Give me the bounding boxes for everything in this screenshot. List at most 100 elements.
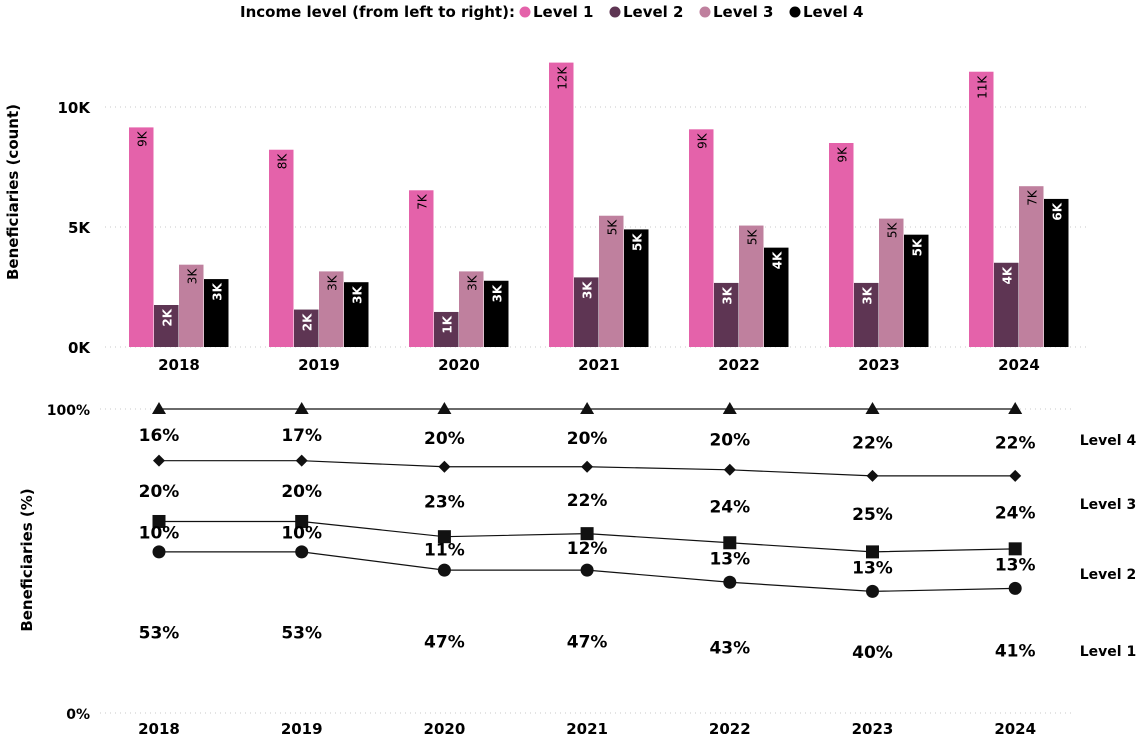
bar-data-label: 9K xyxy=(696,132,710,149)
marker-level-2-square xyxy=(580,527,594,541)
marker-level-2-square xyxy=(152,514,166,528)
bar-level-2 xyxy=(574,277,599,347)
bar-data-label: 3K xyxy=(351,286,365,304)
bar-level-2 xyxy=(714,282,739,347)
data-label-level-2: 13% xyxy=(709,550,750,570)
bar-data-label: 2K xyxy=(161,308,175,326)
marker-level-3-diamond xyxy=(866,469,879,482)
legend-label-level-1: Level 1 xyxy=(533,3,593,21)
bar-level-3 xyxy=(599,215,624,347)
series-label: Level 2 xyxy=(1080,567,1136,583)
series-label: Level 3 xyxy=(1080,497,1136,513)
data-label-level-1: 47% xyxy=(567,633,608,653)
data-label-level-3: 24% xyxy=(995,503,1036,523)
bar-data-label: 5K xyxy=(606,219,620,236)
legend-marker-level-2 xyxy=(609,6,621,18)
data-label-level-1: 53% xyxy=(139,623,180,643)
legend-label-level-3: Level 3 xyxy=(713,3,773,21)
bar-level-4 xyxy=(624,229,649,347)
line-chart: 0% 100% Beneficiaries (%) 2018 2019 2020 2021 2… xyxy=(18,402,1137,738)
marker-level-2-square xyxy=(1008,542,1022,556)
bar-level-2 xyxy=(294,309,319,347)
x-tick-label: 2020 xyxy=(438,356,480,374)
y-tick-label: 100% xyxy=(47,403,90,419)
bar-data-label: 1K xyxy=(441,315,455,333)
x-tick-label: 2021 xyxy=(578,356,620,374)
bar-level-1 xyxy=(269,149,294,347)
legend-label-level-2: Level 2 xyxy=(623,3,683,21)
data-label-level-4: 22% xyxy=(852,433,893,453)
marker-level-1-circle xyxy=(866,584,879,598)
y-tick-label: 5K xyxy=(68,219,91,237)
marker-level-4-triangle xyxy=(437,402,452,414)
bar-level-4 xyxy=(764,247,789,347)
bar-chart: 0K 5K 10K Beneficiaries (count) 2018 9K 2K 3K 3K… xyxy=(4,62,1090,374)
y-axis-title: Beneficiaries (%) xyxy=(18,488,36,631)
bar-data-label: 3K xyxy=(721,286,735,304)
marker-level-2-square xyxy=(295,514,309,528)
bar-level-1 xyxy=(409,190,434,347)
bar-level-3 xyxy=(459,271,484,347)
bar-data-label: 8K xyxy=(276,153,290,170)
marker-level-3-diamond xyxy=(581,460,594,473)
marker-level-1-circle xyxy=(580,563,594,577)
data-label-level-4: 20% xyxy=(567,429,608,449)
series-label: Level 4 xyxy=(1080,433,1137,449)
y-tick-label: 10K xyxy=(58,99,92,117)
legend-marker-level-3 xyxy=(699,6,711,18)
marker-level-3-diamond xyxy=(1009,469,1022,482)
legend: Income level (from left to right): Level… xyxy=(240,3,863,21)
marker-level-4-triangle xyxy=(580,402,595,414)
bar-data-label: 3K xyxy=(491,284,505,302)
marker-level-1-circle xyxy=(295,545,309,559)
bar-data-label: 3K xyxy=(186,268,200,285)
data-label-level-3: 20% xyxy=(139,482,180,502)
marker-level-3-diamond xyxy=(723,463,736,476)
data-label-level-3: 20% xyxy=(281,482,322,502)
bar-level-4 xyxy=(1044,198,1069,347)
legend-label-level-4: Level 4 xyxy=(803,3,863,21)
bar-data-label: 12K xyxy=(556,65,570,89)
data-label-level-2: 13% xyxy=(852,559,893,579)
data-label-level-1: 40% xyxy=(852,643,893,663)
data-label-level-1: 41% xyxy=(995,642,1036,662)
bar-data-label: 4K xyxy=(1001,266,1015,284)
bar-level-4 xyxy=(344,282,369,347)
bar-level-1 xyxy=(689,129,714,347)
data-label-level-2: 10% xyxy=(281,524,322,544)
marker-level-4-triangle xyxy=(152,402,166,414)
series-label: Level 1 xyxy=(1080,644,1136,660)
data-label-level-4: 16% xyxy=(139,426,180,446)
marker-level-2-square xyxy=(866,545,879,559)
bar-data-label: 6K xyxy=(1051,202,1065,220)
data-label-level-4: 22% xyxy=(995,433,1036,453)
data-label-level-3: 23% xyxy=(424,493,465,513)
bar-data-label: 5K xyxy=(911,238,925,256)
bar-level-4 xyxy=(204,279,229,347)
data-label-level-4: 17% xyxy=(281,426,322,446)
marker-level-4-triangle xyxy=(294,402,309,414)
y-axis-title: Beneficiaries (count) xyxy=(4,104,22,280)
marker-level-2-square xyxy=(723,536,737,550)
marker-level-1-circle xyxy=(1008,581,1022,595)
bar-level-2 xyxy=(154,305,179,347)
x-tick-label: 2022 xyxy=(718,356,760,374)
data-label-level-2: 12% xyxy=(567,539,608,559)
x-tick-label: 2019 xyxy=(281,720,323,737)
data-label-level-4: 20% xyxy=(424,429,465,449)
x-tick-label: 2019 xyxy=(298,356,340,374)
x-tick-label: 2023 xyxy=(852,720,894,737)
bar-level-4 xyxy=(484,280,509,347)
bar-data-label: 5K xyxy=(631,233,645,251)
bar-data-label: 5K xyxy=(746,228,760,245)
bar-level-1 xyxy=(969,71,994,347)
bar-level-3 xyxy=(739,225,764,347)
x-tick-label: 2021 xyxy=(566,720,608,737)
legend-title: Income level (from left to right): xyxy=(240,3,515,21)
bar-data-label: 3K xyxy=(466,274,480,291)
marker-level-3-diamond xyxy=(153,454,165,467)
bar-level-1 xyxy=(549,62,574,347)
bar-data-label: 7K xyxy=(416,193,430,210)
bar-level-1 xyxy=(829,143,854,347)
data-label-level-1: 47% xyxy=(424,633,465,653)
